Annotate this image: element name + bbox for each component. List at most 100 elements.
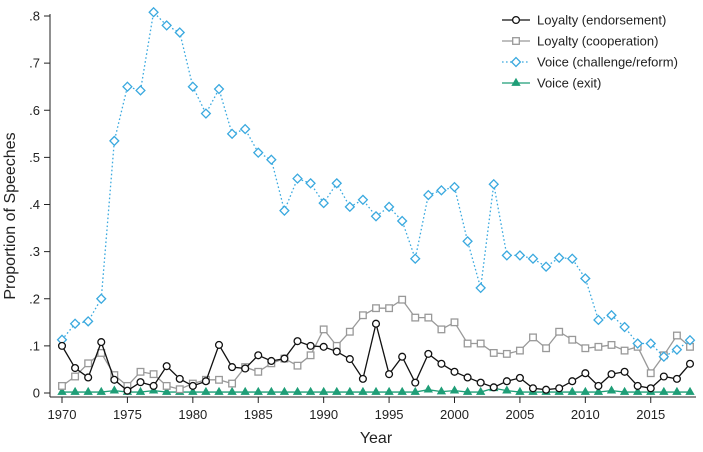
voice-exit-point: [515, 386, 525, 395]
voice-exit-point: [279, 386, 290, 395]
y-tick-label: .2: [29, 291, 40, 306]
voice-exit-point: [410, 386, 420, 395]
loyalty-endorsement-point: [214, 340, 224, 349]
loyalty-endorsement-point: [411, 378, 420, 387]
legend-label: Loyalty (endorsement): [537, 13, 666, 28]
voice-challenge-reform-point: [135, 85, 146, 96]
voice-exit-point: [201, 386, 211, 395]
loyalty-cooperation-point: [437, 325, 446, 334]
x-tick-label: 1985: [244, 407, 273, 422]
loyalty-cooperation-point: [607, 340, 616, 349]
loyalty-cooperation-point: [515, 346, 524, 355]
legend-label: Voice (exit): [537, 76, 601, 91]
loyalty-endorsement-point: [398, 352, 407, 361]
loyalty-cooperation-point: [424, 313, 433, 322]
voice-exit-point: [371, 386, 381, 395]
voice-challenge-reform-point: [279, 205, 290, 216]
voice-challenge-reform-point: [357, 194, 369, 206]
loyalty-cooperation-point: [319, 325, 328, 334]
voice-challenge-reform-point: [174, 27, 186, 38]
x-tick-label: 2000: [440, 407, 469, 422]
voice-exit-point: [449, 385, 460, 394]
voice-challenge-reform-point: [540, 261, 552, 273]
voice-challenge-reform-point: [409, 253, 421, 265]
loyalty-endorsement-point: [306, 341, 315, 350]
voice-challenge-reform-point: [606, 309, 617, 321]
loyalty-endorsement-point: [71, 363, 80, 373]
x-tick-label: 1995: [375, 407, 404, 422]
loyalty-endorsement-point: [332, 347, 341, 356]
loyalty-endorsement-point: [385, 370, 394, 379]
y-tick-label: .7: [29, 56, 40, 71]
voice-challenge-reform-point: [344, 201, 356, 213]
loyalty-cooperation-point: [594, 342, 603, 351]
loyalty-endorsement-point: [463, 373, 472, 382]
voice-exit-point: [214, 386, 224, 395]
voice-challenge-reform-point: [109, 135, 120, 147]
loyalty-endorsement-point: [136, 378, 145, 387]
y-tick-label: .5: [29, 150, 40, 165]
loyalty-endorsement-point: [57, 341, 67, 350]
voice-challenge-reform-point: [200, 108, 212, 119]
loyalty-cooperation-point: [58, 381, 66, 390]
loyalty-endorsement-point: [110, 375, 119, 384]
legend-label: Loyalty (cooperation): [537, 34, 658, 49]
voice-challenge-reform-point: [566, 253, 578, 265]
voice-challenge-reform-point: [475, 282, 486, 294]
loyalty-cooperation-point: [620, 346, 629, 355]
voice-challenge-reform-point: [671, 344, 683, 355]
voice-exit-point: [57, 386, 67, 395]
loyalty-endorsement-point: [620, 367, 629, 376]
loyalty-cooperation-point: [358, 311, 367, 320]
loyalty-cooperation-point: [345, 327, 354, 336]
voice-exit-point: [266, 386, 276, 395]
loyalty-cooperation-point: [646, 369, 655, 378]
voice-exit-point: [659, 386, 669, 395]
loyalty-endorsement-point: [502, 377, 511, 386]
y-tick-label: .4: [29, 197, 40, 212]
loyalty-cooperation-point: [162, 381, 171, 390]
legend-swatch-marker: [511, 77, 521, 86]
loyalty-endorsement-point: [489, 383, 498, 392]
voice-exit-point: [135, 386, 146, 395]
legend-item: Voice (challenge/reform): [502, 55, 678, 70]
y-tick-label: 0: [33, 386, 40, 401]
voice-exit-point: [384, 386, 394, 395]
x-tick-label: 1970: [48, 407, 77, 422]
voice-challenge-reform-point: [213, 83, 225, 95]
voice-challenge-reform-point: [331, 177, 343, 189]
loyalty-cooperation-point: [293, 361, 302, 370]
voice-challenge-reform-point: [684, 334, 696, 346]
voice-exit-point: [253, 386, 263, 395]
voice-exit-point: [188, 386, 198, 395]
voice-exit-point: [109, 385, 119, 394]
loyalty-endorsement-point: [568, 377, 577, 386]
legend-item: Loyalty (cooperation): [502, 34, 658, 49]
voice-challenge-reform-point: [161, 20, 172, 31]
x-tick-label: 2015: [636, 407, 665, 422]
voice-challenge-reform-point: [239, 123, 251, 135]
x-tick-label: 2005: [505, 407, 534, 422]
voice-challenge-reform-point: [187, 81, 199, 93]
loyalty-endorsement-point: [607, 370, 616, 379]
loyalty-cooperation-point: [215, 375, 223, 384]
loyalty-cooperation-point: [489, 348, 498, 357]
x-ticks: 1970 1975 1980 1985 1990 1995 2000 2005 2010 2015: [48, 397, 665, 422]
y-axis-title: Proportion of Speeches: [2, 132, 19, 299]
loyalty-endorsement-point: [581, 369, 590, 378]
voice-exit-point: [619, 386, 630, 395]
series-layer: [56, 6, 696, 395]
loyalty-endorsement-point: [515, 373, 524, 382]
voice-challenge-reform-point: [645, 338, 657, 349]
loyalty-endorsement-point: [241, 364, 250, 373]
loyalty-endorsement-point: [542, 385, 551, 394]
series-line: [61, 323, 691, 392]
voice-exit-point: [436, 386, 447, 395]
loyalty-endorsement-point: [84, 373, 93, 382]
loyalty-cooperation-point: [476, 339, 485, 348]
legend-swatch-marker: [511, 15, 521, 25]
voice-exit-point: [567, 386, 577, 395]
voice-challenge-reform-point: [436, 185, 447, 196]
loyalty-endorsement-point: [633, 381, 642, 390]
